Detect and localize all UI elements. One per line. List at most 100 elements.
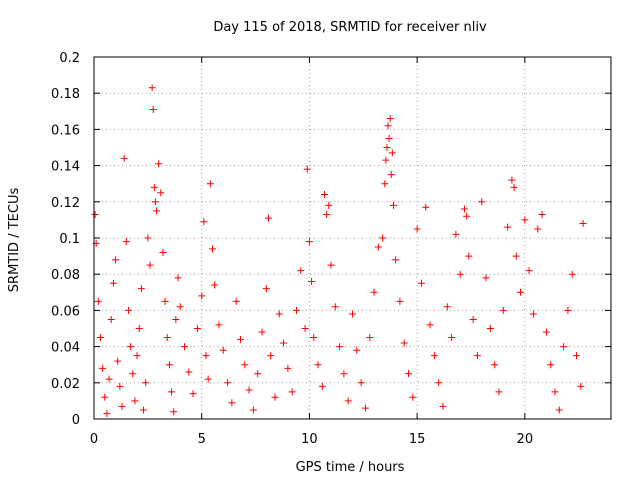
data-point [172,315,180,323]
data-point [370,288,378,296]
data-point [382,156,390,164]
data-point [385,134,393,142]
y-tick-label: 0.18 [51,87,80,102]
data-point [200,218,208,226]
data-point [510,183,518,191]
data-point [463,212,471,220]
y-tick-label: 0.1 [59,232,80,247]
y-tick-label: 0.16 [51,123,80,138]
data-point [344,397,352,405]
axis-ticks: 0 0.02 0.04 0.06 0.08 0.1 0.12 0.14 0.16 0.18 0.2 0… [51,51,611,447]
data-point [491,361,499,369]
chart-title: Day 115 of 2018, SRMTID for receiver nli… [213,20,487,35]
data-point [254,370,262,378]
data-point [542,328,550,336]
data-point [448,334,456,342]
data-point [534,225,542,233]
data-point [208,245,216,253]
data-point [538,210,546,218]
data-point [161,297,169,305]
x-tick-label: 10 [301,432,318,447]
data-point [236,335,244,343]
data-point [439,402,447,410]
data-point [504,223,512,231]
data-point [109,279,117,287]
data-point [151,198,159,206]
data-point [112,256,120,264]
data-point [374,243,382,251]
data-point [144,234,152,242]
x-axis-label: GPS time / hours [296,460,405,475]
data-point [327,261,335,269]
data-point [159,248,167,256]
data-point [310,334,318,342]
data-point [133,352,141,360]
data-point [422,203,430,211]
data-point [383,144,391,151]
y-tick-label: 0.06 [51,304,80,319]
data-point [232,297,240,305]
y-tick-label: 0.2 [59,51,80,66]
y-tick-label: 0.14 [51,160,80,175]
data-point [275,310,283,318]
data-point [314,361,322,369]
x-tick-label: 15 [409,432,426,447]
data-point [118,402,126,410]
data-point [389,201,397,209]
data-point [219,346,227,354]
data-point [135,325,143,332]
data-point [176,303,184,311]
data-point [308,277,316,285]
data-point [284,364,292,372]
data-point [168,388,176,396]
data-point [353,346,361,354]
data-points [91,84,587,418]
data-point [409,393,417,401]
data-point [323,210,331,218]
data-point [396,297,404,305]
data-point [99,364,107,372]
data-point [430,352,438,360]
data-point [103,410,111,418]
data-point [435,379,443,387]
data-point [564,306,572,314]
data-point [320,191,328,199]
y-tick-label: 0 [72,413,80,428]
data-point [486,325,494,332]
data-point [150,183,158,191]
data-point [443,303,451,311]
data-point [512,252,520,260]
data-point [325,201,333,209]
data-point [547,361,555,369]
data-point [529,310,537,318]
data-point [297,267,305,275]
data-point [96,334,104,342]
data-point [452,230,460,238]
data-point [224,379,232,387]
data-point [149,105,157,113]
data-point [249,406,257,414]
data-point [264,214,272,222]
data-point [357,379,365,387]
data-point [215,321,223,329]
data-point [198,292,206,300]
data-point [517,288,525,296]
data-point [193,325,201,332]
data-point [146,261,154,269]
data-point [94,297,102,305]
data-point [381,180,389,188]
data-point [525,267,533,275]
data-point [127,343,135,351]
data-point [508,176,516,184]
data-point [120,154,128,162]
y-tick-label: 0.08 [51,268,80,283]
data-point [114,357,122,365]
data-point [331,303,339,311]
data-point [258,328,266,336]
data-point [170,408,178,416]
data-point [573,352,581,360]
data-point [303,165,311,173]
data-point [271,393,279,401]
data-point [211,281,219,289]
data-point [336,343,344,351]
